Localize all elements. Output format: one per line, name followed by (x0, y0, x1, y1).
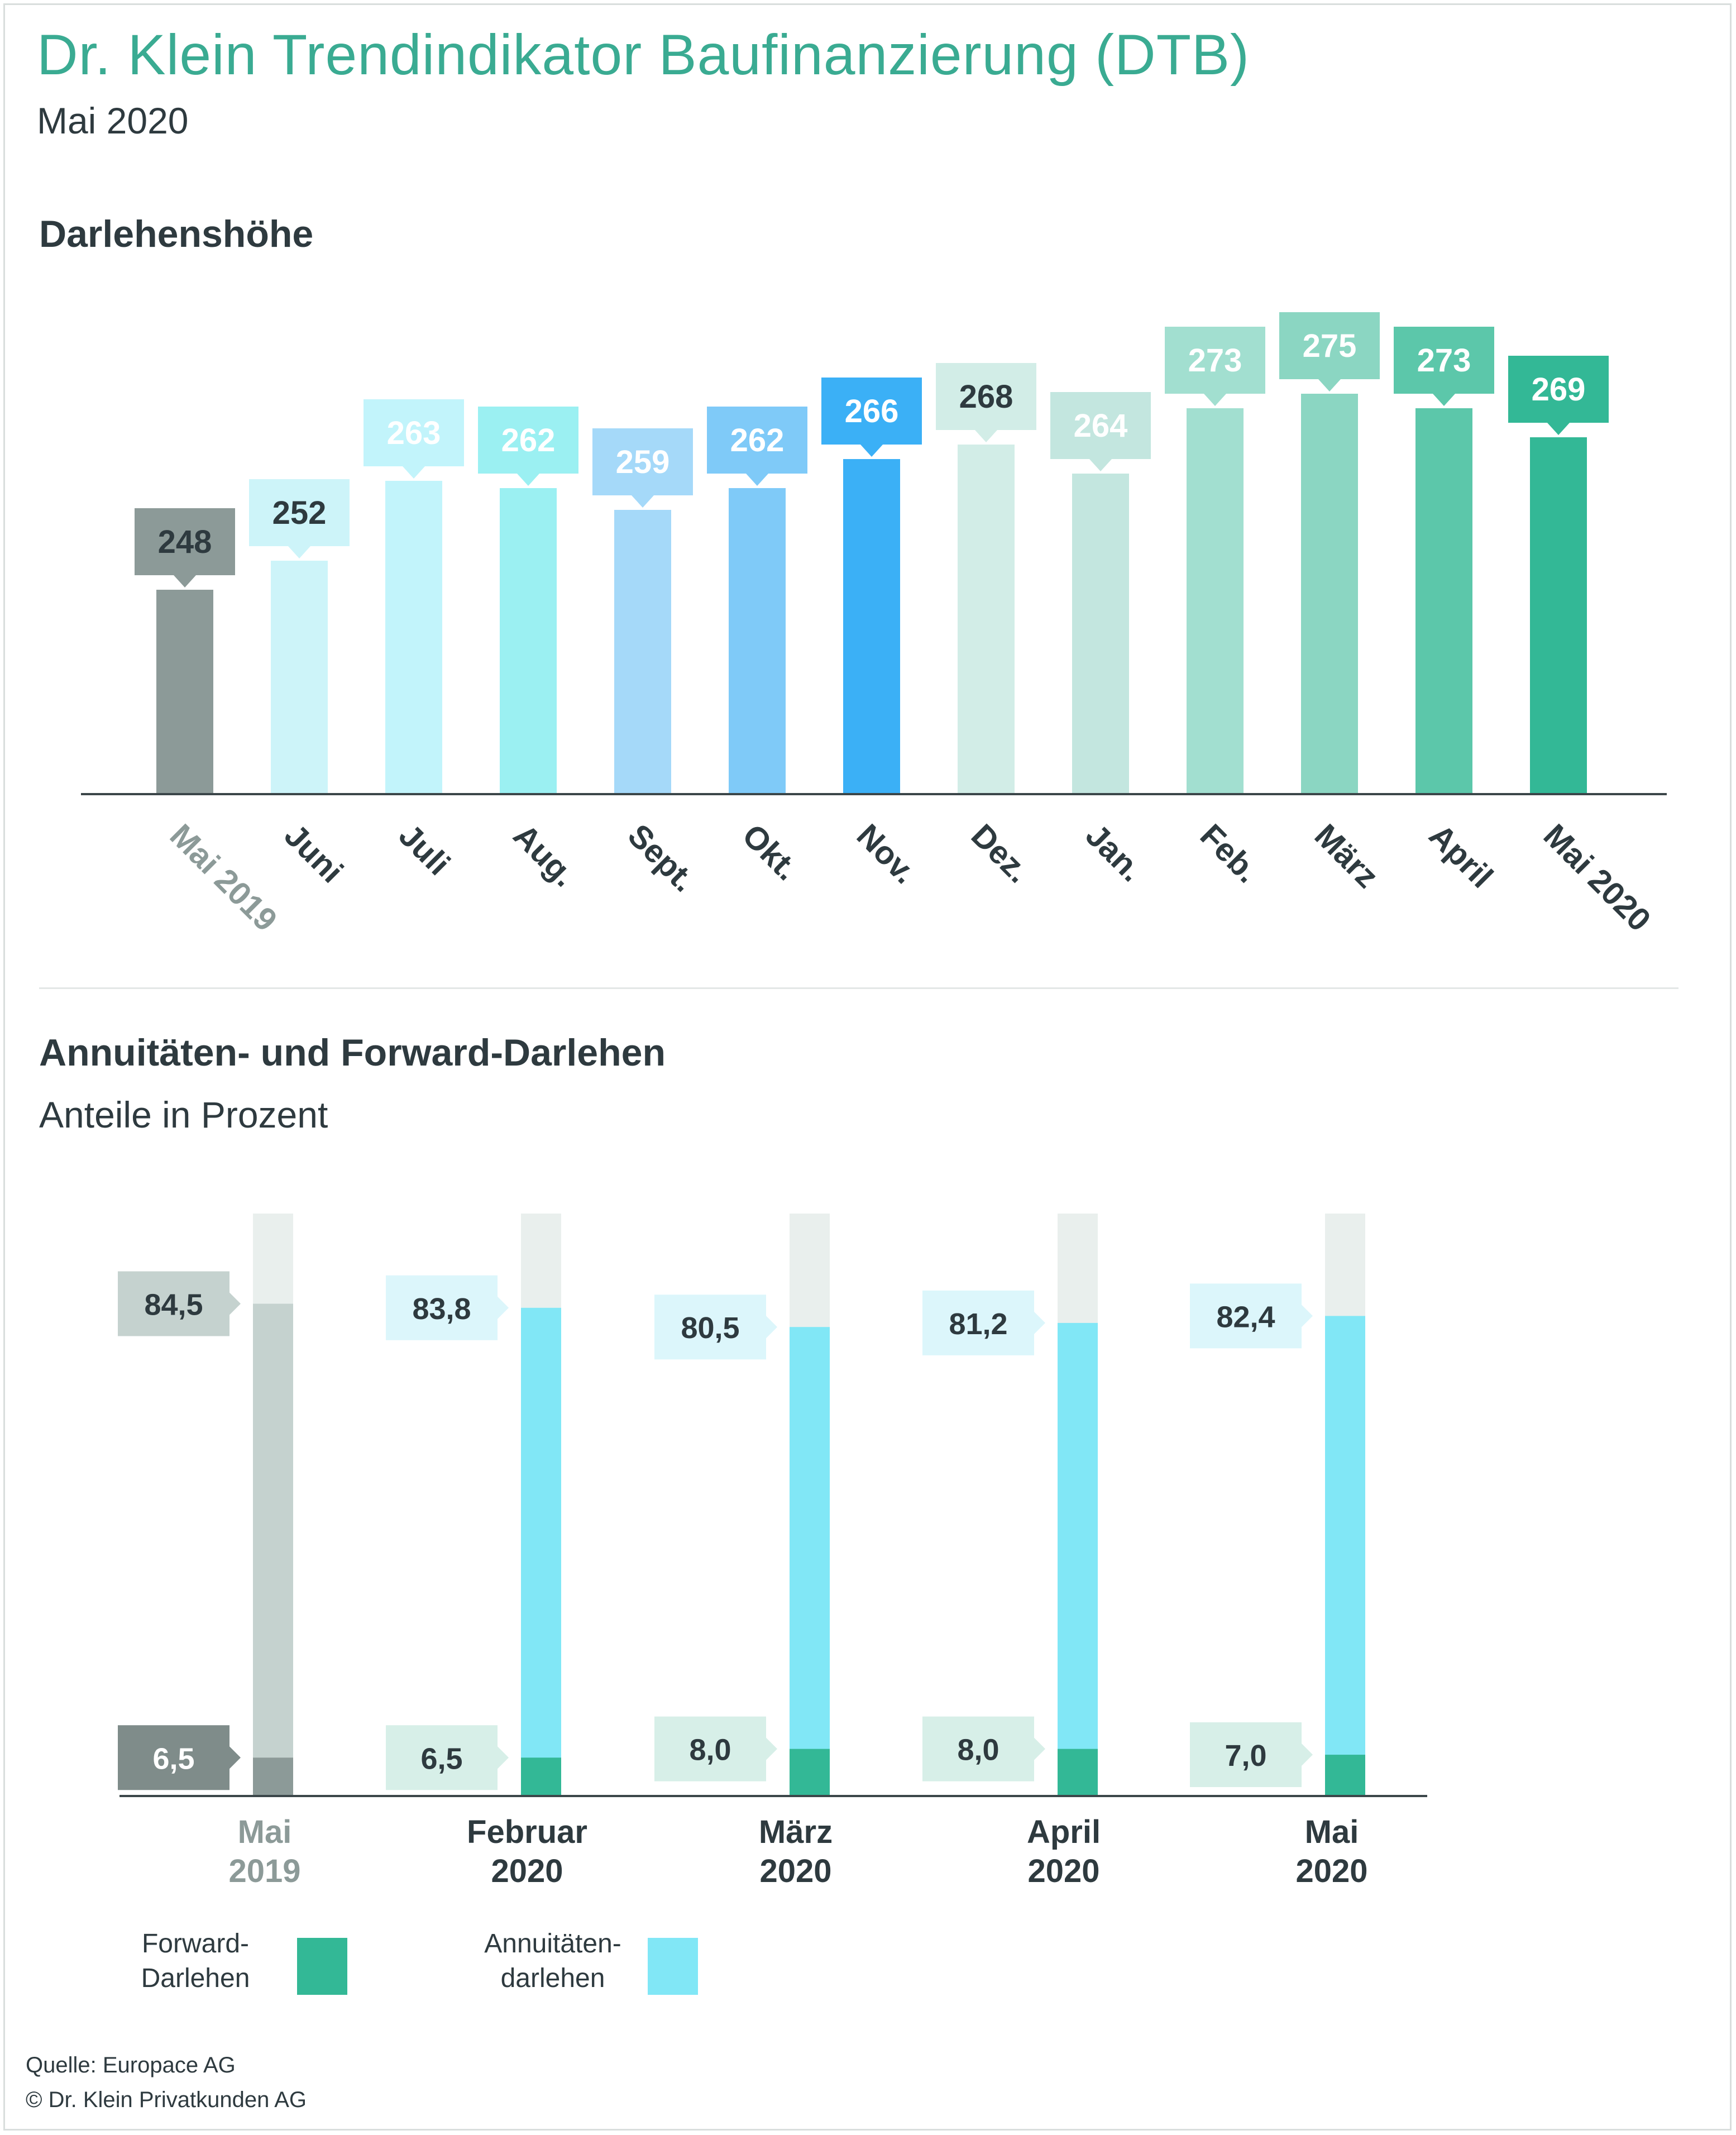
value-label-1: 252 (272, 495, 327, 531)
bar-4 (614, 510, 671, 794)
value-label-box-annuitaeten-1 (386, 1275, 509, 1340)
bar-8 (1072, 474, 1129, 794)
value-label-box-4 (592, 428, 693, 508)
value-label-box-0 (135, 508, 235, 588)
value-label-box-1 (249, 479, 350, 558)
value-label-box-forward-4 (1190, 1722, 1313, 1788)
value-label-box-5 (707, 407, 807, 486)
bar-11 (1415, 408, 1472, 794)
bar-3 (500, 488, 557, 794)
tick-label-0-0: Mai (238, 1814, 292, 1850)
bar-1 (271, 561, 328, 794)
value-label-3: 262 (501, 422, 556, 458)
tick-label-0-1: 2019 (228, 1853, 300, 1889)
bar-0 (156, 590, 213, 794)
value-label-2: 263 (387, 415, 441, 451)
bar-forward-1 (521, 1757, 561, 1795)
value-label-5: 262 (730, 422, 785, 458)
tick-label-4-0: Mai (1305, 1814, 1359, 1850)
value-label-0: 248 (158, 524, 212, 560)
value-label-box-forward-3 (922, 1716, 1045, 1781)
bar-9 (1187, 408, 1244, 794)
value-label-annuitaeten-2: 80,5 (681, 1311, 739, 1345)
value-label-box-annuitaeten-4 (1190, 1283, 1313, 1349)
bar-2 (385, 481, 442, 794)
value-label-10: 275 (1303, 328, 1357, 364)
tick-label-1-1: 2020 (491, 1853, 563, 1889)
value-label-box-forward-2 (654, 1716, 777, 1781)
bar-5 (729, 488, 786, 794)
legend-label-annuitaeten: Annuitäten-darlehen (484, 1929, 621, 1993)
page-subtitle: Mai 2020 (37, 100, 189, 141)
value-label-box-9 (1165, 327, 1265, 406)
bar-annuitaeten-4 (1325, 1316, 1365, 1795)
value-label-annuitaeten-4: 82,4 (1216, 1300, 1275, 1334)
value-label-6: 266 (845, 393, 899, 429)
footer-copyright: © Dr. Klein Privatkunden AG (26, 2088, 307, 2112)
footer-source: Quelle: Europace AG (26, 2053, 236, 2077)
tick-label-3-0: April (1027, 1814, 1101, 1850)
section-title-darlehenshoehe: Darlehenshöhe (39, 213, 314, 255)
section-divider (39, 987, 1678, 989)
bar-10 (1301, 394, 1358, 794)
value-label-7: 268 (959, 379, 1013, 415)
bar-annuitaeten-1 (521, 1307, 561, 1795)
legend-swatch-forward (297, 1938, 347, 1995)
value-label-box-forward-1 (386, 1725, 509, 1790)
value-label-box-annuitaeten-3 (922, 1290, 1045, 1355)
value-label-forward-3: 8,0 (957, 1733, 999, 1767)
bar-12 (1530, 437, 1587, 794)
tick-label-2-1: 2020 (759, 1853, 831, 1889)
value-label-box-2 (364, 399, 464, 479)
value-label-box-6 (821, 378, 922, 457)
value-label-forward-2: 8,0 (689, 1733, 731, 1767)
bar-annuitaeten-2 (790, 1327, 830, 1795)
value-label-4: 259 (616, 444, 670, 480)
value-label-box-10 (1279, 312, 1380, 391)
section-subtitle-anteile: Anteile in Prozent (39, 1094, 328, 1135)
value-label-12: 269 (1532, 371, 1586, 408)
tick-label-2-0: März (759, 1814, 833, 1850)
value-label-box-12 (1508, 356, 1609, 435)
value-label-box-7 (936, 363, 1036, 442)
value-label-forward-1: 6,5 (420, 1742, 462, 1775)
tick-label-3-1: 2020 (1027, 1853, 1099, 1889)
value-label-box-forward-0 (118, 1725, 241, 1790)
value-label-annuitaeten-1: 83,8 (412, 1292, 471, 1326)
value-label-9: 273 (1188, 342, 1242, 379)
value-label-box-11 (1394, 327, 1494, 406)
bar-annuitaeten-0 (253, 1303, 293, 1795)
bar-forward-0 (253, 1757, 293, 1795)
value-label-11: 273 (1417, 342, 1471, 379)
bar-6 (843, 459, 900, 794)
value-label-forward-0: 6,5 (152, 1742, 194, 1775)
section-title-annuitaeten: Annuitäten- und Forward-Darlehen (39, 1031, 666, 1074)
bar-annuitaeten-3 (1058, 1322, 1098, 1795)
legend-label-forward: Forward- Darlehen (141, 1929, 250, 1993)
value-label-box-8 (1050, 392, 1151, 471)
value-label-box-3 (478, 407, 578, 486)
page-title: Dr. Klein Trendindikator Baufinanzierung… (37, 23, 1250, 87)
frame (3, 3, 1732, 2131)
value-label-annuitaeten-0: 84,5 (144, 1288, 203, 1322)
legend-swatch-annuitaeten (648, 1938, 698, 1995)
value-label-annuitaeten-3: 81,2 (949, 1307, 1007, 1341)
tick-label-1-0: Februar (467, 1814, 587, 1850)
value-label-box-annuitaeten-0 (118, 1271, 241, 1336)
bar-forward-2 (790, 1749, 830, 1795)
tick-label-4-1: 2020 (1295, 1853, 1367, 1889)
bar-7 (958, 445, 1015, 794)
value-label-8: 264 (1074, 408, 1128, 444)
value-label-forward-4: 7,0 (1225, 1739, 1266, 1773)
value-label-box-annuitaeten-2 (654, 1295, 777, 1360)
bar-forward-3 (1058, 1749, 1098, 1795)
bar-forward-4 (1325, 1755, 1365, 1795)
